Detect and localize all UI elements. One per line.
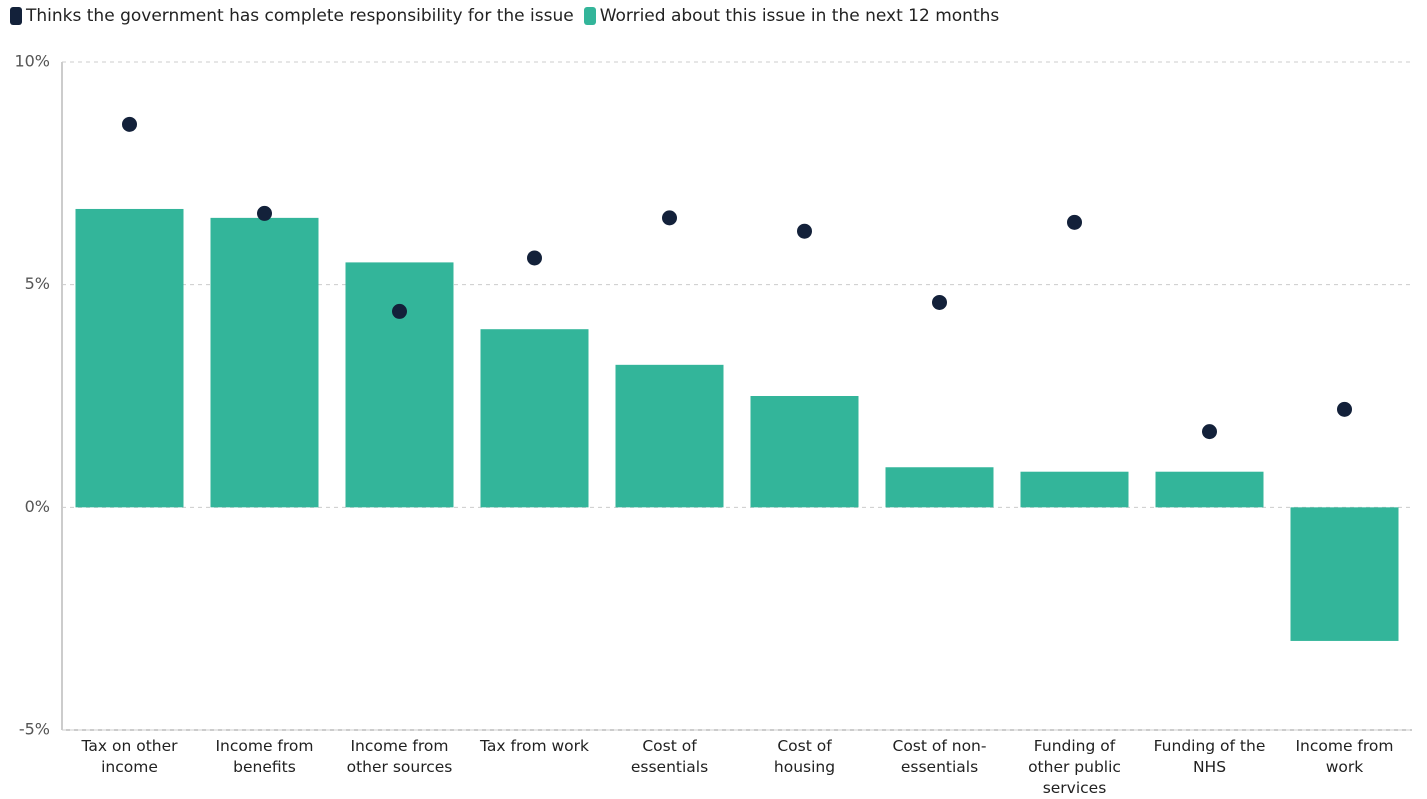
dot bbox=[1337, 401, 1352, 417]
dot bbox=[797, 223, 812, 239]
bar bbox=[750, 396, 859, 508]
bar bbox=[1290, 507, 1399, 641]
x-tick-label: Cost of essentials bbox=[630, 737, 709, 776]
x-tick-label: Funding of the NHS bbox=[1153, 737, 1266, 776]
dot bbox=[932, 294, 947, 310]
y-tick-label: 10% bbox=[14, 52, 50, 71]
x-tick-label: Funding of other public services bbox=[1028, 737, 1121, 797]
dot bbox=[527, 250, 542, 266]
x-tick-label: Income from work bbox=[1295, 737, 1394, 776]
bar bbox=[885, 467, 994, 508]
legend-item: Thinks the government has complete respo… bbox=[10, 6, 574, 26]
x-tick-label: Tax on other income bbox=[81, 737, 178, 776]
legend: Thinks the government has complete respo… bbox=[10, 6, 999, 26]
x-tick-label: Income from other sources bbox=[346, 737, 453, 776]
y-tick-label: 5% bbox=[25, 274, 50, 293]
dot bbox=[392, 303, 407, 319]
x-tick-label: Cost of non-essentials bbox=[892, 737, 987, 776]
legend-item: Worried about this issue in the next 12 … bbox=[583, 6, 1000, 26]
bar bbox=[75, 208, 184, 508]
legend-label: Worried about this issue in the next 12 … bbox=[599, 6, 1000, 26]
dot bbox=[1202, 424, 1217, 440]
dot bbox=[257, 205, 272, 221]
y-tick-label: -5% bbox=[19, 720, 50, 739]
dot bbox=[122, 116, 137, 132]
x-tick-label: Cost of housing bbox=[773, 737, 836, 776]
x-tick-label: Income from benefits bbox=[215, 737, 314, 776]
bar bbox=[210, 217, 319, 508]
bar bbox=[615, 364, 724, 508]
x-tick-label: Tax from work bbox=[479, 737, 589, 755]
dot bbox=[1067, 214, 1082, 230]
y-tick-label: 0% bbox=[25, 497, 50, 516]
dot bbox=[662, 210, 677, 226]
bar bbox=[345, 262, 454, 508]
bar bbox=[1020, 471, 1129, 508]
legend-swatch bbox=[583, 7, 596, 25]
legend-swatch bbox=[10, 7, 22, 25]
bar bbox=[480, 329, 589, 508]
legend-label: Thinks the government has complete respo… bbox=[26, 6, 574, 26]
bar bbox=[1155, 471, 1264, 508]
